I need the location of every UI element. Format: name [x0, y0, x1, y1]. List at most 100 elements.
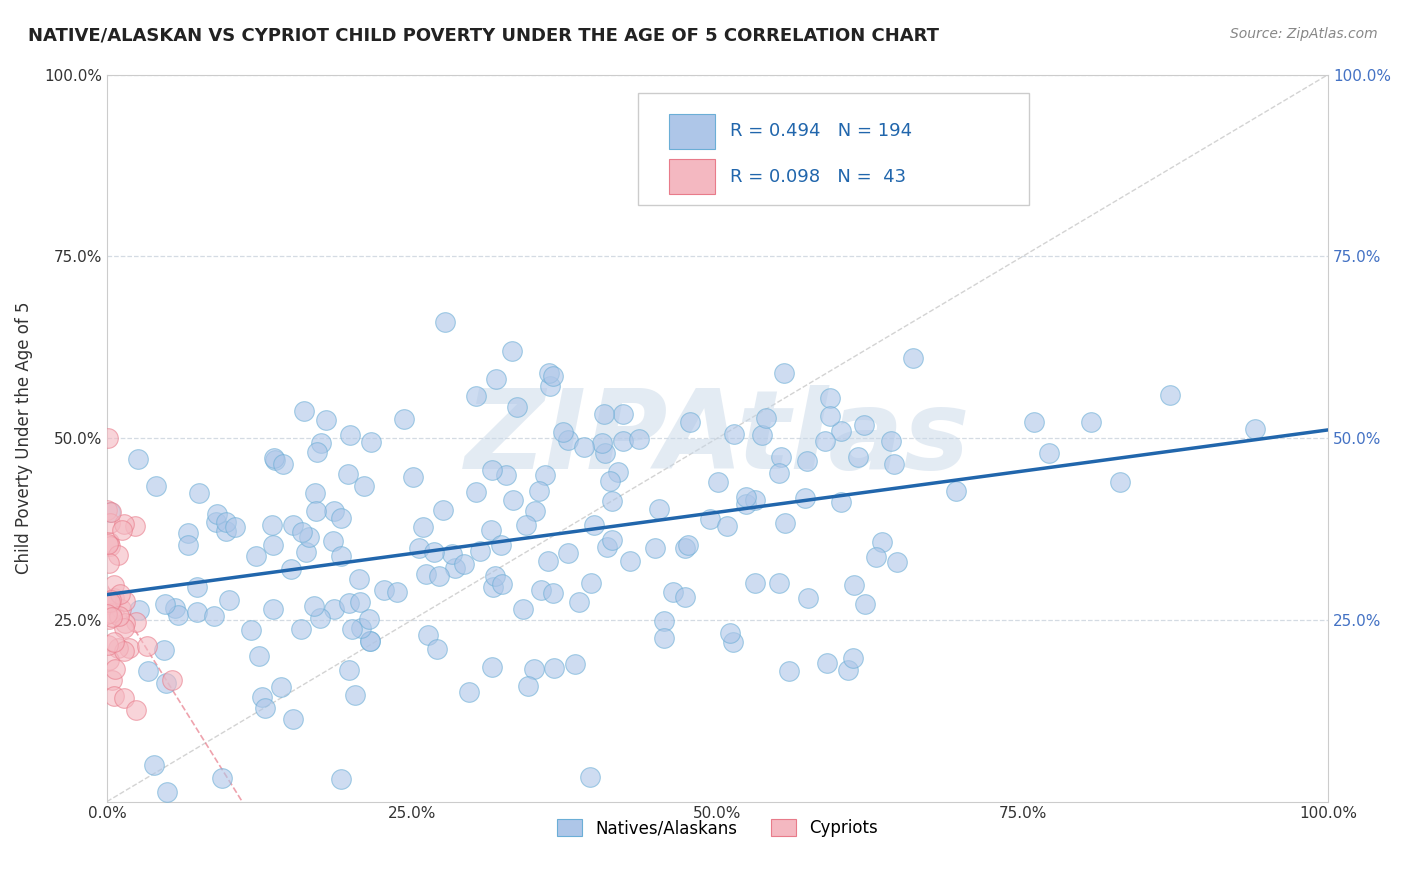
Point: [281, 517, 304, 532]
Point: [136, 664, 159, 678]
Point: [830, 494, 852, 508]
Point: [337, 596, 360, 610]
Point: [107, 548, 129, 562]
Point: [385, 584, 408, 599]
Point: [523, 503, 546, 517]
Point: [263, 450, 285, 465]
Point: [721, 635, 744, 649]
Point: [723, 427, 745, 442]
Point: [583, 518, 606, 533]
Point: [114, 615, 136, 630]
Point: [796, 591, 818, 605]
Point: [699, 512, 721, 526]
Point: [673, 541, 696, 556]
Point: [484, 569, 506, 583]
Point: [735, 490, 758, 504]
Point: [136, 639, 159, 653]
Point: [481, 660, 503, 674]
Point: [262, 538, 284, 552]
Point: [553, 425, 575, 439]
Point: [308, 611, 330, 625]
Point: [537, 554, 560, 568]
Text: R = 0.494   N = 194: R = 0.494 N = 194: [730, 122, 912, 140]
Point: [349, 621, 371, 635]
Point: [211, 771, 233, 785]
Point: [240, 623, 263, 637]
Point: [98, 516, 121, 530]
Point: [103, 690, 125, 704]
Point: [103, 635, 125, 649]
Point: [814, 434, 837, 448]
Point: [538, 366, 561, 380]
Point: [402, 469, 425, 483]
Point: [100, 593, 122, 607]
Point: [322, 533, 344, 548]
Point: [773, 516, 796, 530]
Point: [124, 518, 146, 533]
Point: [163, 601, 186, 615]
Point: [155, 785, 177, 799]
Point: [612, 408, 634, 422]
Point: [754, 411, 776, 425]
Point: [315, 413, 337, 427]
Point: [778, 664, 800, 678]
Point: [373, 583, 395, 598]
Point: [344, 688, 367, 702]
Point: [423, 544, 446, 558]
Point: [427, 568, 450, 582]
Point: [852, 418, 875, 433]
Point: [543, 661, 565, 675]
Point: [495, 468, 517, 483]
Point: [245, 549, 267, 563]
Point: [153, 598, 176, 612]
Point: [796, 453, 818, 467]
Point: [768, 466, 790, 480]
Point: [744, 576, 766, 591]
Point: [205, 507, 228, 521]
Point: [901, 351, 924, 366]
Point: [647, 502, 669, 516]
Point: [1080, 415, 1102, 429]
Point: [470, 544, 492, 558]
Point: [815, 656, 838, 670]
Point: [111, 523, 134, 537]
Point: [104, 662, 127, 676]
Point: [432, 503, 454, 517]
Point: [290, 623, 312, 637]
Point: [295, 544, 318, 558]
Point: [676, 538, 699, 552]
Point: [392, 412, 415, 426]
Point: [281, 712, 304, 726]
FancyBboxPatch shape: [669, 159, 716, 194]
Point: [298, 530, 321, 544]
Point: [215, 524, 238, 539]
Point: [292, 404, 315, 418]
Point: [187, 486, 209, 500]
Point: [359, 634, 381, 648]
Text: Source: ZipAtlas.com: Source: ZipAtlas.com: [1230, 27, 1378, 41]
Point: [186, 580, 208, 594]
Point: [145, 479, 167, 493]
Point: [357, 612, 380, 626]
Point: [706, 475, 728, 489]
Point: [491, 577, 513, 591]
Point: [602, 493, 624, 508]
Point: [124, 615, 146, 629]
Point: [612, 434, 634, 448]
Point: [309, 436, 332, 450]
Point: [307, 445, 329, 459]
Point: [751, 428, 773, 442]
Point: [412, 520, 434, 534]
Point: [837, 663, 859, 677]
Point: [97, 537, 120, 551]
Point: [415, 566, 437, 581]
Point: [127, 452, 149, 467]
Point: [440, 547, 463, 561]
Point: [177, 538, 200, 552]
Point: [112, 644, 135, 658]
Point: [416, 628, 439, 642]
Point: [619, 554, 641, 568]
Point: [107, 640, 129, 655]
Point: [100, 593, 122, 607]
Point: [112, 690, 135, 705]
